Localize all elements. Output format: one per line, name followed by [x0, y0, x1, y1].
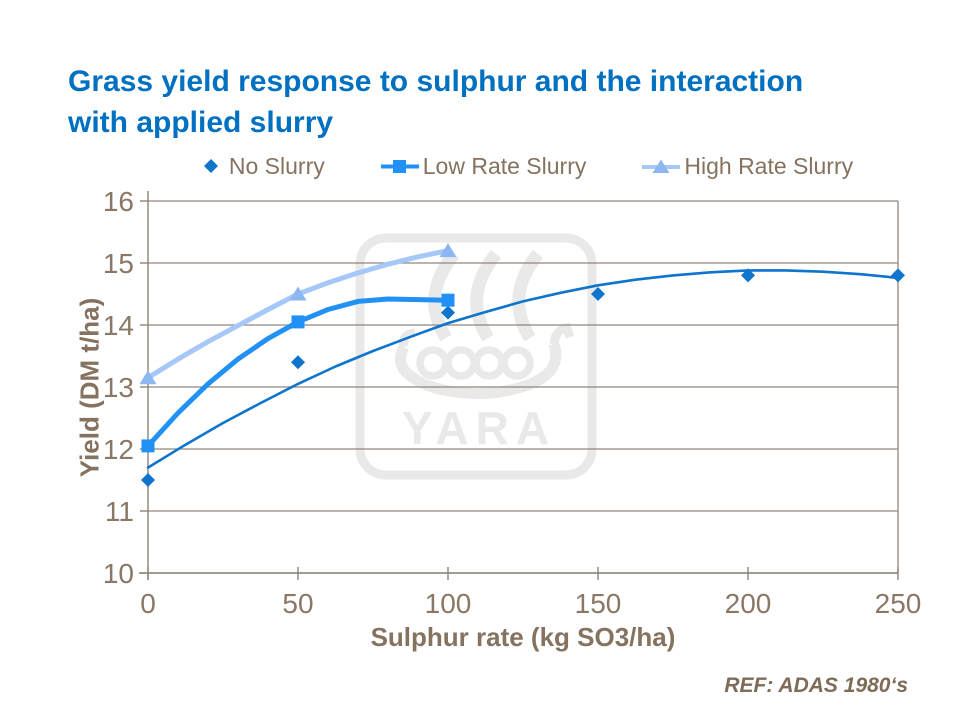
shield-icon	[472, 346, 506, 380]
square-marker-icon	[380, 159, 419, 173]
shield-icon	[444, 346, 478, 380]
svg-text:150: 150	[575, 588, 622, 619]
watermark-brand-text: YARA	[402, 402, 556, 454]
plot-area: 10 11 12 13 14 15 16 0 50 100 150 200 250	[103, 186, 922, 619]
diamond-marker-icon	[203, 159, 218, 173]
legend-item-low-rate-slurry: Low Rate Slurry	[380, 152, 587, 180]
x-axis-title: Sulphur rate (kg SO3/ha)	[370, 622, 676, 652]
legend-label-low-rate-slurry: Low Rate Slurry	[422, 152, 587, 179]
svg-text:0: 0	[140, 588, 156, 619]
triangle-marker-icon	[642, 159, 681, 173]
svg-text:15: 15	[103, 248, 134, 279]
ship-hull-icon	[394, 342, 562, 399]
shield-icon	[416, 346, 450, 380]
svg-text:16: 16	[103, 186, 134, 217]
svg-text:250: 250	[875, 588, 922, 619]
svg-text:11: 11	[105, 496, 134, 527]
svg-text:10: 10	[103, 558, 134, 589]
legend-item-high-rate-slurry: High Rate Slurry	[642, 153, 853, 180]
svg-text:200: 200	[725, 588, 772, 619]
footer-ref: REF: ADAS 1980‘s	[724, 674, 908, 697]
yara-watermark: YARA	[355, 233, 597, 480]
ship-prow-icon	[399, 328, 416, 349]
svg-text:12: 12	[103, 434, 134, 465]
ship-head-icon	[549, 322, 575, 345]
svg-text:50: 50	[282, 588, 313, 619]
legend-item-no-slurry: No Slurry	[203, 153, 325, 180]
page-title: Grass yield response to sulphur and the …	[68, 65, 804, 139]
shield-icon	[500, 346, 534, 380]
svg-text:100: 100	[425, 588, 472, 619]
y-axis-title: Yield (DM t/ha)	[74, 297, 105, 478]
svg-text:14: 14	[103, 310, 134, 341]
svg-text:13: 13	[103, 372, 134, 403]
chart-legend: No Slurry Low Rate Slurry High Rate Slur…	[148, 150, 908, 182]
legend-label-high-rate-slurry: High Rate Slurry	[684, 152, 854, 179]
legend-label-no-slurry: No Slurry	[228, 152, 325, 179]
